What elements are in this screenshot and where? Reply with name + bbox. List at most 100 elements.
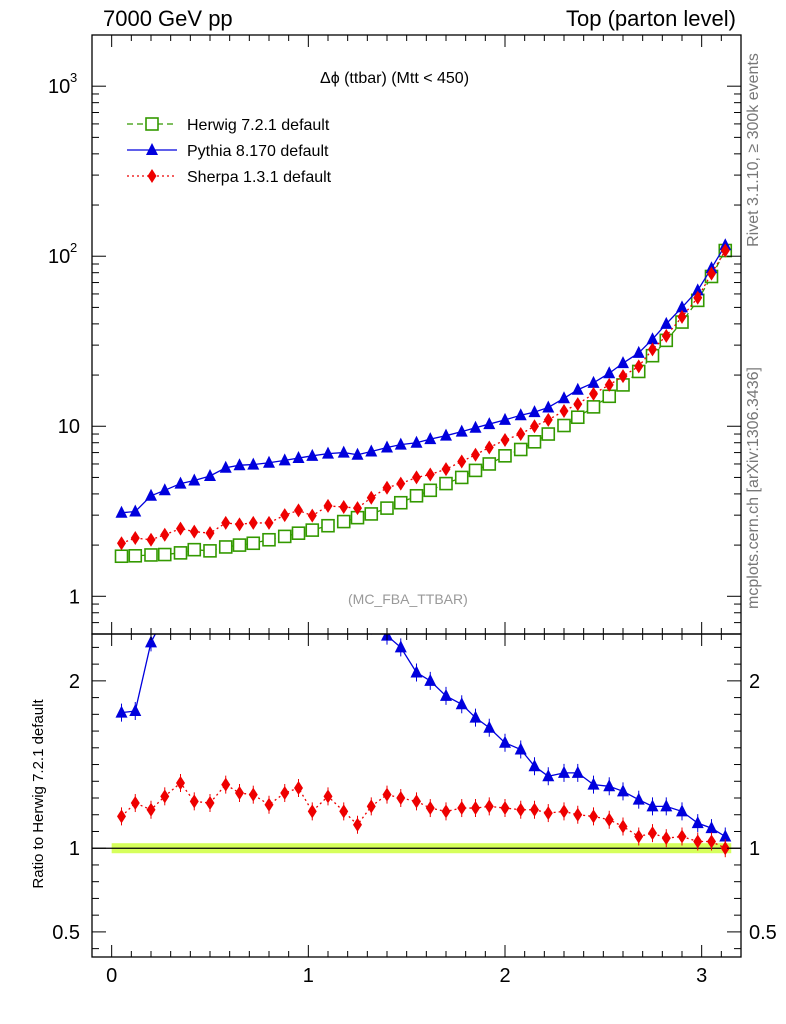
x-tick-label-3: 3 bbox=[696, 965, 707, 987]
main-point-2-41 bbox=[720, 243, 730, 258]
main-point-0-33 bbox=[602, 389, 617, 404]
main-y-tick-label-2: 10 bbox=[48, 246, 70, 268]
ratio-point-0-33 bbox=[603, 779, 616, 792]
legend-marker-0 bbox=[145, 117, 159, 131]
ratio-frame bbox=[91, 633, 742, 958]
ratio-point-1-31 bbox=[573, 807, 583, 822]
main-point-0-11 bbox=[277, 529, 292, 544]
main-point-2-24 bbox=[471, 447, 480, 462]
main-point-0-15 bbox=[336, 514, 351, 529]
main-point-2-29 bbox=[543, 412, 553, 427]
ratio-point-0-41 bbox=[719, 829, 732, 842]
ratio-y-tick-label-right-2: 2 bbox=[749, 671, 760, 693]
main-point-1-14 bbox=[322, 446, 334, 459]
ratio-point-0-0 bbox=[115, 705, 128, 718]
main-point-0-24 bbox=[468, 463, 483, 478]
main-point-1-6 bbox=[204, 468, 216, 481]
ratio-point-1-13 bbox=[307, 804, 317, 819]
main-point-0-9 bbox=[246, 536, 261, 551]
ratio-series-group bbox=[115, 545, 732, 858]
main-point-1-12 bbox=[292, 451, 305, 464]
ratio-point-0-16 bbox=[352, 617, 364, 629]
ratio-point-1-26 bbox=[500, 801, 510, 816]
main-point-0-1 bbox=[128, 549, 143, 563]
main-point-1-8 bbox=[233, 458, 246, 471]
ratio-point-1-8 bbox=[235, 785, 244, 800]
main-point-0-3 bbox=[157, 547, 172, 562]
ratio-point-0-1 bbox=[129, 703, 142, 716]
ratio-point-0-12 bbox=[293, 545, 305, 557]
main-point-2-12 bbox=[294, 503, 303, 518]
ratio-point-1-3 bbox=[160, 789, 170, 804]
main-point-2-8 bbox=[235, 517, 244, 532]
main-y-tick-label-3: 10 bbox=[48, 76, 70, 98]
x-tick-label-0: 0 bbox=[106, 965, 117, 987]
main-point-2-36 bbox=[648, 342, 657, 357]
main-point-1-38 bbox=[676, 300, 688, 313]
main-point-1-36 bbox=[646, 332, 659, 345]
main-point-1-1 bbox=[129, 504, 142, 517]
main-line-1 bbox=[121, 244, 726, 514]
main-point-2-2 bbox=[146, 532, 156, 547]
main-point-0-27 bbox=[513, 442, 528, 457]
ratio-point-0-13 bbox=[306, 550, 318, 562]
ratio-point-0-29 bbox=[542, 769, 555, 782]
ratio-point-1-28 bbox=[530, 802, 539, 817]
main-point-2-28 bbox=[530, 419, 539, 434]
ratio-point-1-5 bbox=[189, 794, 199, 809]
legend-label-2: Sherpa 1.3.1 default bbox=[187, 169, 332, 186]
main-line-0 bbox=[121, 250, 726, 557]
main-point-0-28 bbox=[527, 435, 542, 449]
main-point-2-31 bbox=[573, 397, 583, 412]
main-point-1-11 bbox=[278, 453, 291, 466]
main-point-1-2 bbox=[145, 488, 157, 501]
main-point-2-0 bbox=[117, 536, 126, 551]
main-point-2-33 bbox=[604, 377, 614, 392]
ratio-point-0-15 bbox=[338, 582, 350, 594]
main-point-2-4 bbox=[176, 521, 185, 536]
x-tick-label-1: 1 bbox=[303, 965, 314, 987]
main-point-0-21 bbox=[423, 483, 438, 498]
ratio-point-0-26 bbox=[499, 735, 511, 748]
main-point-1-19 bbox=[394, 437, 407, 450]
main-point-0-13 bbox=[305, 523, 320, 537]
ratio-point-0-20 bbox=[410, 665, 423, 678]
ratio-point-0-27 bbox=[514, 742, 527, 755]
observable-title: Δϕ (ttbar) (Mtt < 450) bbox=[320, 70, 470, 87]
main-point-1-37 bbox=[660, 316, 673, 329]
ratio-point-0-31 bbox=[571, 765, 584, 778]
ratio-point-1-30 bbox=[559, 804, 569, 819]
ratio-point-1-15 bbox=[339, 804, 349, 819]
ratio-y-tick-label-left-1: 1 bbox=[69, 838, 80, 860]
main-point-0-5 bbox=[187, 542, 202, 557]
ratio-point-0-22 bbox=[440, 688, 452, 701]
main-point-1-16 bbox=[351, 447, 364, 460]
ratio-point-0-39 bbox=[691, 816, 704, 829]
main-y-tick-exp-3: 3 bbox=[70, 70, 77, 85]
ratio-point-1-24 bbox=[471, 801, 480, 816]
ratio-point-1-20 bbox=[412, 794, 421, 809]
ratio-point-1-2 bbox=[146, 802, 156, 817]
ratio-point-1-9 bbox=[248, 787, 258, 802]
main-point-1-28 bbox=[528, 405, 541, 418]
main-point-1-9 bbox=[247, 457, 260, 470]
main-point-1-24 bbox=[469, 420, 482, 433]
main-point-1-4 bbox=[174, 476, 187, 489]
ratio-line-1 bbox=[121, 782, 726, 849]
ratio-y-tick-label-right-0: 0.5 bbox=[749, 922, 777, 944]
main-point-0-6 bbox=[203, 544, 217, 558]
ratio-y-tick-label-right-1: 1 bbox=[749, 838, 760, 860]
ratio-point-0-36 bbox=[646, 799, 659, 812]
ratio-point-1-6 bbox=[205, 796, 215, 811]
main-point-2-5 bbox=[189, 524, 199, 539]
main-point-2-17 bbox=[366, 490, 376, 505]
ratio-point-0-25 bbox=[483, 720, 496, 733]
main-point-1-21 bbox=[424, 432, 437, 445]
main-point-2-10 bbox=[264, 515, 274, 530]
ratio-point-1-21 bbox=[425, 801, 435, 816]
ratio-point-0-14 bbox=[322, 565, 334, 577]
main-point-2-30 bbox=[559, 403, 569, 418]
main-point-0-8 bbox=[232, 538, 247, 552]
main-point-0-4 bbox=[173, 546, 188, 560]
